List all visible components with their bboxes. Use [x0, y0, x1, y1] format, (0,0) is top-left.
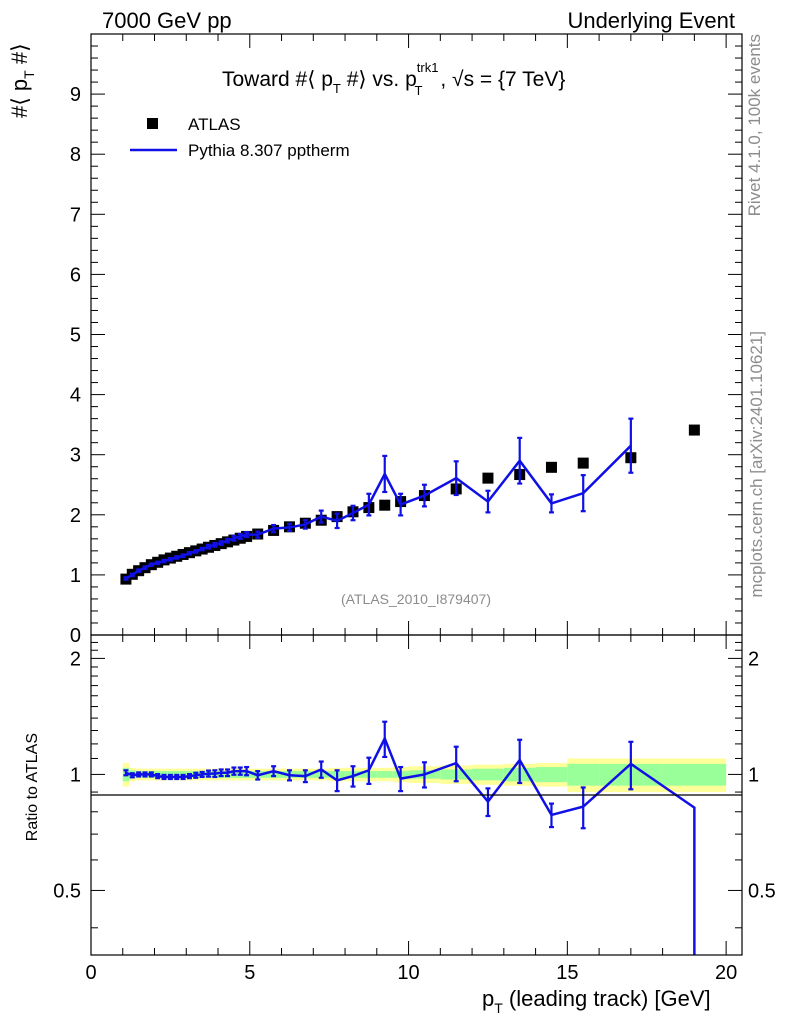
data-point: [482, 472, 494, 484]
ratio-y-axis-label: Ratio to ATLAS: [24, 733, 41, 841]
y-tick-label: 3: [70, 445, 81, 467]
header-right: Underlying Event: [567, 8, 735, 33]
y-axis-label: #⟨ pT #⟩: [7, 43, 37, 118]
y-tick-label: 2: [70, 505, 81, 527]
ratio-tick-label-right: 0.5: [748, 880, 776, 902]
chart-title: Toward #⟨ pT #⟩ vs. ptrk1 T, √s = {7 TeV}: [222, 60, 565, 98]
y-tick-label: 1: [70, 565, 81, 587]
ratio-band-inner: [376, 771, 393, 778]
legend-data-marker: [147, 118, 158, 129]
ratio-tick-label-left: 0.5: [53, 880, 81, 902]
ratio-band-inner: [472, 768, 504, 781]
ratio-tick-label-left: 2: [70, 648, 81, 670]
data-point: [688, 424, 700, 436]
y-tick-label: 0: [70, 625, 81, 647]
rivet-label: Rivet 4.1.0, 100k events: [745, 34, 764, 216]
mcplots-label: mcplots.cern.ch [arXiv:2401.10621]: [747, 331, 766, 597]
y-tick-label: 7: [70, 204, 81, 226]
ratio-band-inner: [567, 763, 600, 786]
data-point: [545, 461, 557, 473]
x-tick-label: 15: [556, 962, 578, 984]
ratio-band-inner: [662, 763, 727, 786]
x-axis-label: pT (leading track) [GeV]: [482, 986, 711, 1016]
svg-text:#⟨ pT #⟩: #⟨ pT #⟩: [7, 43, 37, 118]
y-tick-label: 4: [70, 385, 81, 407]
analysis-watermark: (ATLAS_2010_I879407): [341, 591, 491, 607]
data-point: [379, 499, 391, 511]
y-tick-label: 6: [70, 264, 81, 286]
data-point: [577, 457, 589, 469]
y-tick-label: 9: [70, 84, 81, 106]
ratio-band-inner: [535, 767, 568, 783]
y-tick-label: 8: [70, 144, 81, 166]
x-tick-label: 0: [85, 962, 96, 984]
legend-mc-label: Pythia 8.307 pptherm: [188, 141, 350, 160]
legend-data-label: ATLAS: [188, 115, 241, 134]
x-tick-label: 5: [244, 962, 255, 984]
ratio-tick-label-left: 1: [70, 764, 81, 786]
x-tick-label: 20: [715, 962, 737, 984]
x-tick-label: 10: [397, 962, 419, 984]
y-tick-label: 5: [70, 325, 81, 347]
header-left: 7000 GeV pp: [102, 8, 232, 33]
ratio-tick-label-right: 2: [748, 648, 759, 670]
ratio-tick-label-right: 1: [748, 764, 759, 786]
